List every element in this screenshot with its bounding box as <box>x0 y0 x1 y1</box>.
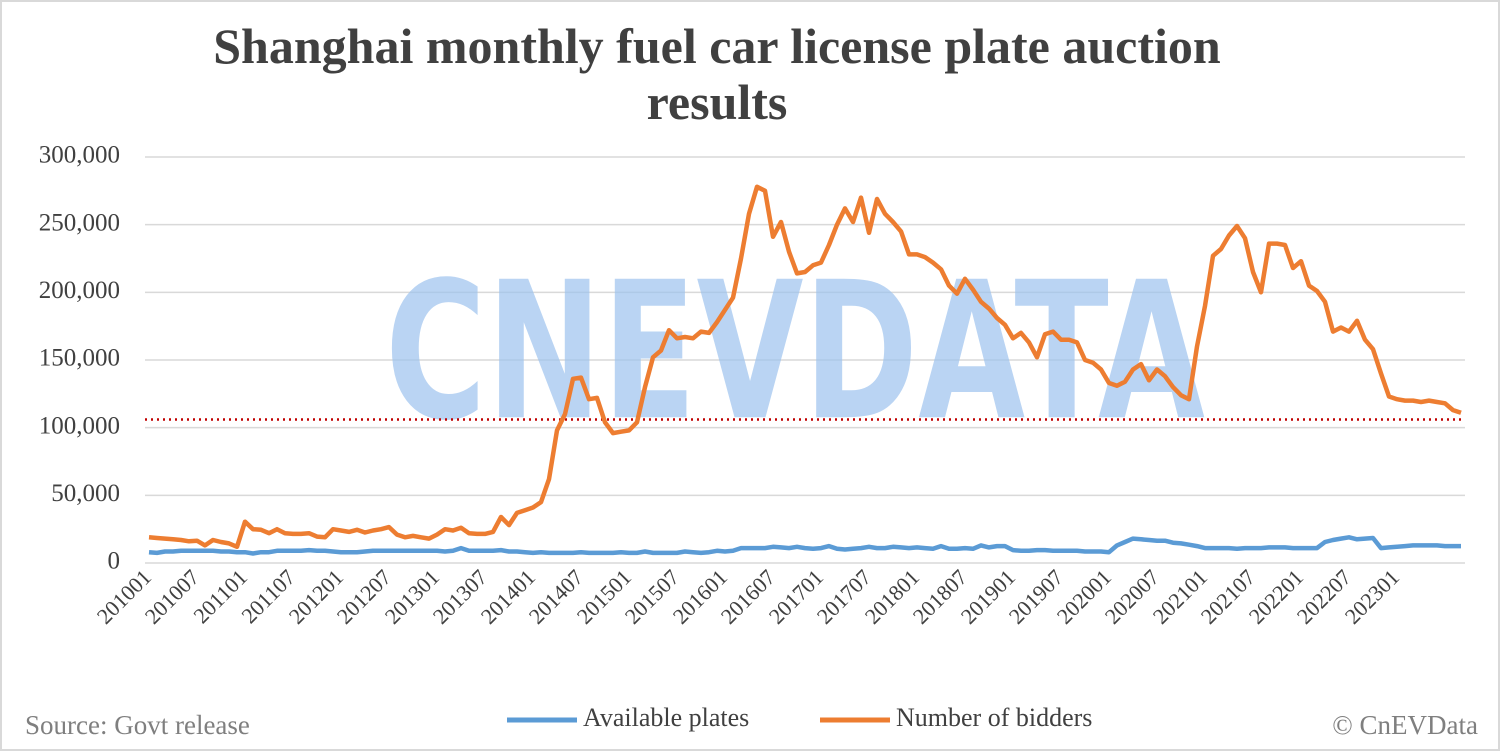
y-tick-label: 50,000 <box>51 480 120 507</box>
y-tick-label: 250,000 <box>39 209 120 236</box>
series-line <box>148 184 1462 550</box>
y-tick-label: 200,000 <box>39 277 120 304</box>
source: Source: Govt release <box>25 710 250 740</box>
y-tick-label: 300,000 <box>39 142 120 169</box>
series-line <box>148 535 1461 556</box>
legend-label: Number of bidders <box>896 703 1092 732</box>
watermark: CNEVDATA <box>385 241 1205 462</box>
copyright: © CnEVData <box>1332 710 1478 740</box>
y-tick-label: 150,000 <box>39 345 120 372</box>
legend-label: Available plates <box>583 703 749 732</box>
y-tick-label: 0 <box>108 548 121 575</box>
chart-title: Shanghai monthly fuel car license plate … <box>213 18 1221 130</box>
y-tick-label: 100,000 <box>39 412 120 439</box>
plot <box>145 184 1465 556</box>
